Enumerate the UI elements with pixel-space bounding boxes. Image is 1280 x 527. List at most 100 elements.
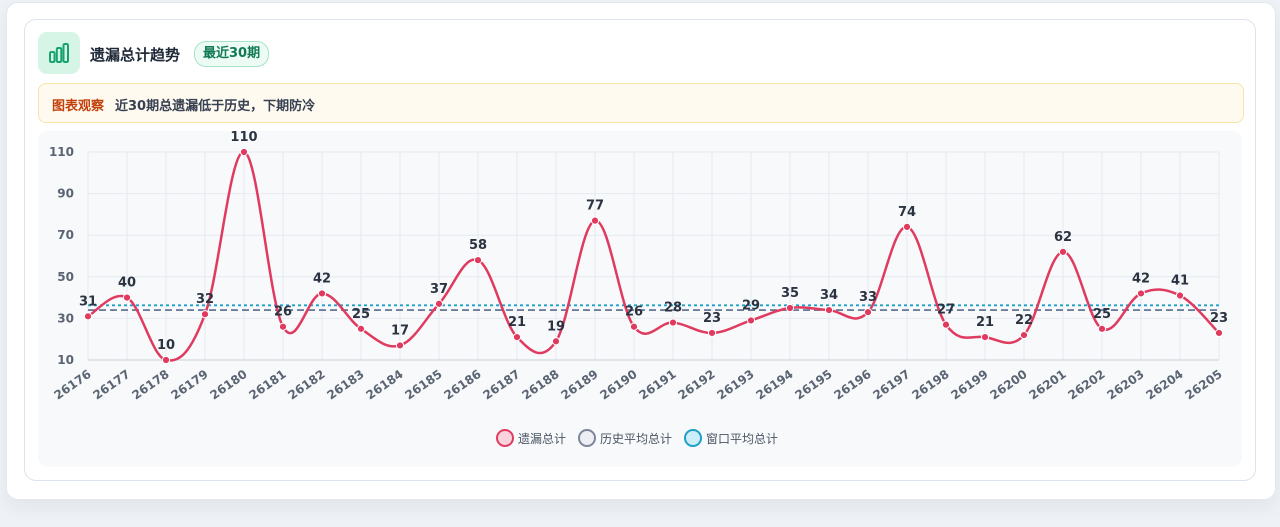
legend-item-window-avg[interactable]: 窗口平均总计 xyxy=(684,429,778,447)
y-tick-label: 90 xyxy=(57,187,74,201)
x-tick-label: 26185 xyxy=(402,367,444,402)
data-point xyxy=(707,328,717,338)
data-point xyxy=(1097,324,1107,333)
data-label: 77 xyxy=(586,199,604,214)
insight-banner: 图表观察 近30期总遗漏低于历史，下期防冷 xyxy=(38,83,1244,123)
data-label: 42 xyxy=(313,271,331,286)
x-tick-label: 26180 xyxy=(207,367,249,402)
legend-label-window-avg: 窗口平均总计 xyxy=(706,431,779,446)
x-tick-label: 26203 xyxy=(1104,367,1146,402)
data-point xyxy=(161,355,171,365)
data-label: 35 xyxy=(781,286,799,301)
chart-title: 遗漏总计趋势 xyxy=(90,46,181,64)
x-tick-label: 26199 xyxy=(948,367,990,402)
data-label: 21 xyxy=(508,315,526,330)
data-point xyxy=(434,299,444,308)
x-tick-label: 26196 xyxy=(831,367,873,402)
data-point xyxy=(590,216,600,225)
data-point xyxy=(278,322,288,331)
x-tick-label: 26204 xyxy=(1143,367,1185,402)
x-tick-label: 26176 xyxy=(51,367,93,402)
data-label: 22 xyxy=(1015,313,1033,328)
x-tick-label: 26195 xyxy=(792,367,834,402)
data-label: 42 xyxy=(1132,271,1150,286)
data-point xyxy=(824,305,834,315)
data-label: 29 xyxy=(742,298,760,313)
data-point xyxy=(746,316,756,325)
chart-panel xyxy=(38,131,1242,467)
x-tick-label: 26192 xyxy=(675,367,717,402)
data-point xyxy=(629,322,639,331)
data-label: 23 xyxy=(703,311,721,326)
x-tick-label: 26198 xyxy=(909,367,951,402)
x-tick-label: 26190 xyxy=(597,367,639,402)
legend-item-history-avg[interactable]: 历史平均总计 xyxy=(578,429,672,447)
data-point xyxy=(1058,247,1068,256)
data-label: 10 xyxy=(157,338,175,353)
data-label: 28 xyxy=(664,301,682,316)
x-tick-label: 26177 xyxy=(90,367,132,402)
data-label: 21 xyxy=(976,315,994,330)
data-label: 62 xyxy=(1054,230,1072,245)
data-point xyxy=(785,303,795,313)
y-tick-label: 70 xyxy=(57,228,74,242)
series-line xyxy=(87,150,1220,362)
data-point xyxy=(902,222,912,231)
data-point xyxy=(473,256,483,265)
data-point xyxy=(980,333,990,342)
y-tick-label: 110 xyxy=(49,145,74,159)
x-tick-label: 26189 xyxy=(558,367,600,402)
data-label: 58 xyxy=(469,238,487,253)
x-tick-label: 26182 xyxy=(285,367,327,402)
x-tick-label: 26183 xyxy=(324,367,366,402)
x-tick-label: 26179 xyxy=(168,367,210,402)
data-label: 32 xyxy=(196,292,214,307)
data-label: 74 xyxy=(898,205,916,220)
data-label: 110 xyxy=(230,130,257,145)
period-badge: 最近30期 xyxy=(194,41,270,67)
data-point xyxy=(941,320,951,329)
data-point xyxy=(200,310,210,319)
y-tick-label: 50 xyxy=(57,270,74,284)
legend-label-history-avg: 历史平均总计 xyxy=(600,431,673,446)
x-tick-label: 26191 xyxy=(636,367,678,402)
data-label: 25 xyxy=(1093,307,1111,322)
data-label: 26 xyxy=(625,305,643,320)
data-point xyxy=(1214,328,1224,338)
data-point xyxy=(239,147,249,157)
data-label: 27 xyxy=(937,303,955,318)
data-point xyxy=(1175,291,1185,300)
x-tick-label: 26184 xyxy=(363,367,405,402)
x-tick-label: 26178 xyxy=(129,367,171,402)
data-label: 34 xyxy=(820,288,838,303)
data-point xyxy=(1019,330,1029,340)
data-label: 26 xyxy=(274,305,292,320)
data-point xyxy=(551,337,561,346)
data-label: 33 xyxy=(859,290,877,305)
legend-item-series[interactable]: 遗漏总计 xyxy=(496,429,566,447)
data-point xyxy=(863,308,873,317)
x-tick-label: 26187 xyxy=(480,367,522,402)
data-point xyxy=(317,289,327,298)
chart-legend: 遗漏总计 历史平均总计 窗口平均总计 xyxy=(496,426,778,450)
x-tick-label: 26202 xyxy=(1065,367,1107,402)
x-tick-label: 26186 xyxy=(441,367,483,402)
x-tick-label: 26194 xyxy=(753,367,795,402)
x-tick-label: 26197 xyxy=(870,367,912,402)
data-label: 41 xyxy=(1171,274,1189,289)
data-point xyxy=(122,293,132,302)
data-label: 31 xyxy=(79,294,97,309)
x-tick-label: 26193 xyxy=(714,367,756,402)
insight-text: 近30期总遗漏低于历史，下期防冷 xyxy=(115,99,316,114)
data-label: 19 xyxy=(547,319,565,334)
data-point xyxy=(668,318,678,327)
data-label: 25 xyxy=(352,307,370,322)
data-point xyxy=(83,312,93,321)
legend-swatch-window-avg xyxy=(684,429,703,447)
y-tick-label: 30 xyxy=(57,311,74,325)
x-tick-label: 26201 xyxy=(1026,367,1068,402)
data-label: 37 xyxy=(430,282,448,297)
data-label: 40 xyxy=(118,276,136,291)
x-tick-label: 26205 xyxy=(1182,367,1224,402)
data-label: 17 xyxy=(391,323,409,338)
